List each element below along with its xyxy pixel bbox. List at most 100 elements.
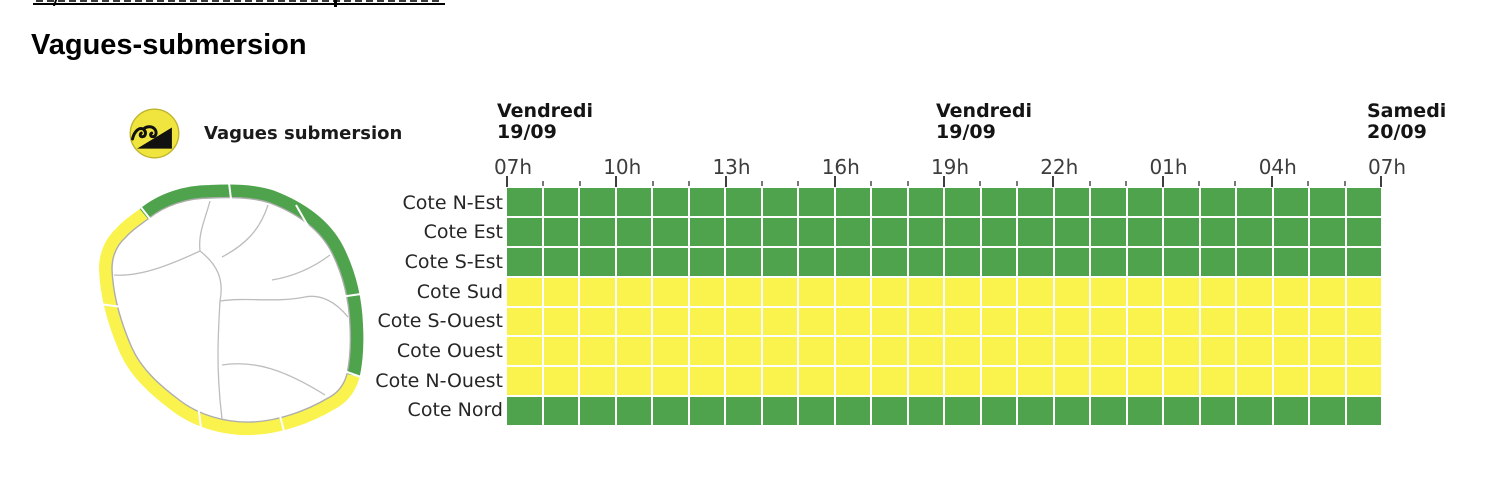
vigilance-cell	[543, 397, 578, 425]
reunion-map	[91, 174, 369, 436]
vigilance-cell	[835, 277, 870, 306]
clipped-text-fragments	[36, 0, 442, 2]
vigilance-cell	[1310, 337, 1345, 366]
vigilance-cell	[762, 188, 797, 216]
vigilance-cell	[507, 397, 542, 425]
vigilance-cell	[616, 307, 651, 336]
vigilance-cell	[799, 247, 834, 276]
hour-tick-label: 07h	[493, 155, 533, 179]
vigilance-cell	[1273, 337, 1308, 366]
vigilance-cell	[1091, 397, 1126, 425]
island-interior	[111, 196, 352, 423]
vigilance-cell	[726, 337, 761, 366]
vigilance-cell	[872, 217, 907, 246]
vigilance-cell	[1091, 188, 1126, 216]
vigilance-cell	[799, 367, 834, 396]
vigilance-cell	[689, 367, 724, 396]
vigilance-cell	[945, 217, 980, 246]
vigilance-cell	[908, 307, 943, 336]
vigilance-cell	[872, 247, 907, 276]
vigilance-cell	[1091, 247, 1126, 276]
waves-submersion-icon	[129, 108, 180, 159]
vigilance-cell	[616, 397, 651, 425]
vigilance-cell	[981, 247, 1016, 276]
day-header: Vendredi 19/09	[936, 101, 1032, 143]
vigilance-cell	[945, 337, 980, 366]
vigilance-cell	[1200, 217, 1235, 246]
coast-zone-seams	[91, 174, 369, 436]
clipped-underlined-link[interactable]	[33, 0, 445, 7]
vigilance-cell	[762, 247, 797, 276]
coast-row-label: Cote S-Ouest	[377, 310, 503, 333]
vigilance-cell	[653, 397, 688, 425]
vigilance-cell	[762, 217, 797, 246]
vigilance-cell	[580, 397, 615, 425]
hour-tick-label: 04h	[1258, 155, 1297, 179]
vigilance-cell	[653, 217, 688, 246]
vigilance-cell	[1091, 277, 1126, 306]
commune-borders	[113, 200, 349, 420]
vigilance-cell	[580, 307, 615, 336]
major-hour-tick	[1270, 176, 1273, 187]
vigilance-cell	[1200, 307, 1235, 336]
vigilance-cell	[762, 277, 797, 306]
vigilance-cell	[835, 217, 870, 246]
vigilance-cell	[981, 337, 1016, 366]
day-header: Vendredi 19/09	[497, 101, 593, 143]
vigilance-cell	[1200, 397, 1235, 425]
link-underline	[33, 2, 445, 5]
minor-hour-tick	[797, 181, 800, 186]
major-hour-tick	[506, 176, 508, 187]
vigilance-cell	[689, 247, 724, 276]
vigilance-cell	[1237, 307, 1272, 336]
vigilance-cell	[1273, 217, 1308, 246]
day-date: 19/09	[936, 121, 996, 143]
vigilance-cell	[689, 188, 724, 216]
vigilance-cell	[1054, 217, 1089, 246]
vigilance-cell	[543, 277, 578, 306]
vigilance-cell	[653, 277, 688, 306]
vigilance-cell	[1346, 247, 1381, 276]
vigilance-cell	[1346, 337, 1381, 366]
hour-tick-label: 22h	[1040, 155, 1079, 179]
vigilance-cell	[835, 247, 870, 276]
vigilance-cell	[580, 188, 615, 216]
vigilance-cell	[1127, 367, 1162, 396]
day-date: 20/09	[1367, 121, 1427, 143]
legend-label: Vagues submersion	[204, 123, 403, 144]
vigilance-cell	[908, 397, 943, 425]
vigilance-cell	[872, 397, 907, 425]
vigilance-cell	[580, 217, 615, 246]
vigilance-cell	[616, 188, 651, 216]
vigilance-cell	[1237, 337, 1272, 366]
vigilance-cell	[762, 337, 797, 366]
vigilance-cell	[543, 307, 578, 336]
vigilance-cell	[1054, 247, 1089, 276]
vigilance-cell	[945, 277, 980, 306]
vigilance-cell	[1164, 367, 1199, 396]
hour-tick-label: 10h	[603, 155, 642, 179]
vigilance-cell	[1018, 307, 1053, 336]
vigilance-cell	[1310, 217, 1345, 246]
vigilance-cell	[1164, 188, 1199, 216]
vigilance-cell	[1237, 217, 1272, 246]
vigilance-cell	[799, 337, 834, 366]
vigilance-cell	[1127, 337, 1162, 366]
day-header: Samedi 20/09	[1367, 101, 1446, 143]
minor-hour-tick	[688, 181, 691, 186]
vigilance-cell	[799, 277, 834, 306]
vigilance-cell	[689, 217, 724, 246]
coast-row-label: Cote Nord	[407, 399, 503, 422]
vigilance-cell	[835, 367, 870, 396]
vigilance-cell	[1164, 247, 1199, 276]
minor-hour-tick	[1343, 181, 1346, 186]
vigilance-cell	[726, 247, 761, 276]
vigilance-cell	[908, 367, 943, 396]
hour-tick-label: 16h	[821, 155, 860, 179]
major-hour-tick	[1161, 176, 1164, 187]
vigilance-cell	[1164, 337, 1199, 366]
vigilance-cell	[981, 277, 1016, 306]
vigilance-cell	[981, 307, 1016, 336]
vigilance-cell	[945, 307, 980, 336]
